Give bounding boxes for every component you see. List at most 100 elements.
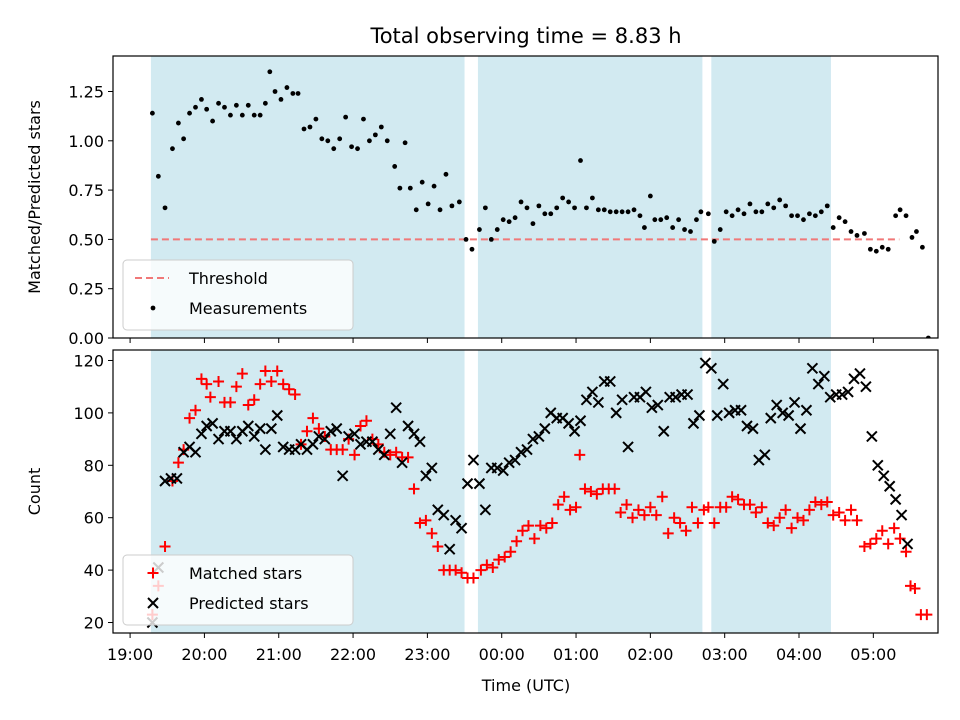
legend-label: Predicted stars [189,594,309,613]
predicted-star-marker [812,378,825,390]
predicted-star-marker [348,428,361,440]
measurement-point [879,244,885,250]
predicted-star-marker [640,386,652,398]
matched-star-marker [888,522,900,534]
matched-star-marker [803,504,815,516]
matched-star-marker [909,582,921,594]
measurement-point [518,199,524,205]
legend-measurement-swatch [150,305,156,311]
predicted-star-marker [854,367,866,380]
measurement-point [658,217,664,223]
predicted-star-marker [420,470,432,482]
measurement-point [482,205,488,211]
matched-star-marker [876,525,888,537]
measurement-point [343,114,349,120]
predicted-star-marker [741,420,753,432]
panel-frame [112,349,939,634]
measurement-point [676,217,682,223]
predicted-star-marker [646,401,658,414]
predicted-star-marker [586,386,599,398]
y-axis-label: Matched/Predicted stars [25,100,44,294]
measurement-point [284,85,290,90]
matched-star-marker [638,509,650,521]
predicted-star-marker [860,380,872,393]
matched-star-marker [900,546,912,558]
predicted-star-marker [687,417,700,430]
measurement-point [542,211,548,217]
measurement-point [735,207,741,213]
top-panel: 0.00 0.25 0.50 0.75 1.00 1.25 Matched/Predicte… [25,55,939,348]
x-axis-label: Time (UTC) [481,676,570,695]
predicted-star-marker [200,420,213,432]
matched-star-marker [780,504,792,516]
measurement-point [682,227,687,232]
measurement-point [392,164,398,169]
measurement-point [741,211,747,217]
matched-star-marker [574,449,586,461]
matched-star-marker [632,504,644,516]
measurement-point [477,227,482,232]
x-tick-label: 20:00 [181,645,227,664]
predicted-star-marker [390,401,402,414]
observing-window [477,56,703,338]
predicted-star-marker [224,425,237,437]
measurement-point [566,199,572,205]
predicted-star-marker [461,477,474,490]
measurement-point [278,96,284,102]
matched-star-marker [540,522,552,534]
matched-star-marker [195,373,207,385]
matched-star-marker [213,375,225,387]
matched-star-marker [662,527,674,539]
predicted-star-marker [277,441,289,453]
matched-star-marker [845,504,857,516]
matched-star-marker [644,501,656,513]
plot-area [149,56,931,338]
measurement-point [753,209,759,215]
matched-star-marker [680,525,692,537]
matched-star-marker [511,535,523,547]
matched-star-marker [201,378,213,390]
measurement-point [506,219,512,225]
predicted-star-marker [438,509,450,521]
measurement-point [601,207,607,213]
predicted-star-marker [331,422,343,435]
predicted-star-marker [206,417,219,430]
matched-star-marker [259,365,271,377]
matched-star-marker [615,506,627,518]
matched-star-marker [609,483,621,495]
figure-title: Total observing time = 8.83 h [369,24,681,48]
measurement-point [290,91,296,96]
x-tick-label: 19:00 [107,645,153,664]
measurement-point [589,195,595,201]
measurement-point [469,246,475,252]
predicted-star-marker [336,470,349,482]
matched-star-marker [426,527,438,539]
predicted-star-marker [242,420,254,432]
matched-star-marker [839,514,851,526]
matched-star-marker [833,506,845,518]
predicted-star-marker [759,449,771,461]
matched-star-marker [224,396,236,408]
measurement-point [747,201,753,207]
measurement-point [572,205,577,211]
legend-box [122,259,354,331]
matched-star-marker [591,488,603,500]
measurement-point [536,203,542,209]
matched-star-marker [656,491,668,503]
predicted-star-marker [354,438,367,451]
predicted-star-marker [806,362,819,375]
matched-star-marker [558,491,570,503]
measurement-point [233,102,239,108]
predicted-star-marker [254,422,266,435]
matched-star-marker [248,394,260,406]
matched-star-marker [786,522,798,534]
measurement-point [818,209,824,215]
observing-window [711,56,831,338]
predicted-star-marker [568,425,581,437]
predicted-star-marker [414,436,426,448]
predicted-star-marker [723,407,735,419]
measurement-point [267,69,273,75]
measurement-point [670,225,676,230]
x-tick-label: 05:00 [850,645,896,664]
predicted-star-marker [396,456,408,469]
